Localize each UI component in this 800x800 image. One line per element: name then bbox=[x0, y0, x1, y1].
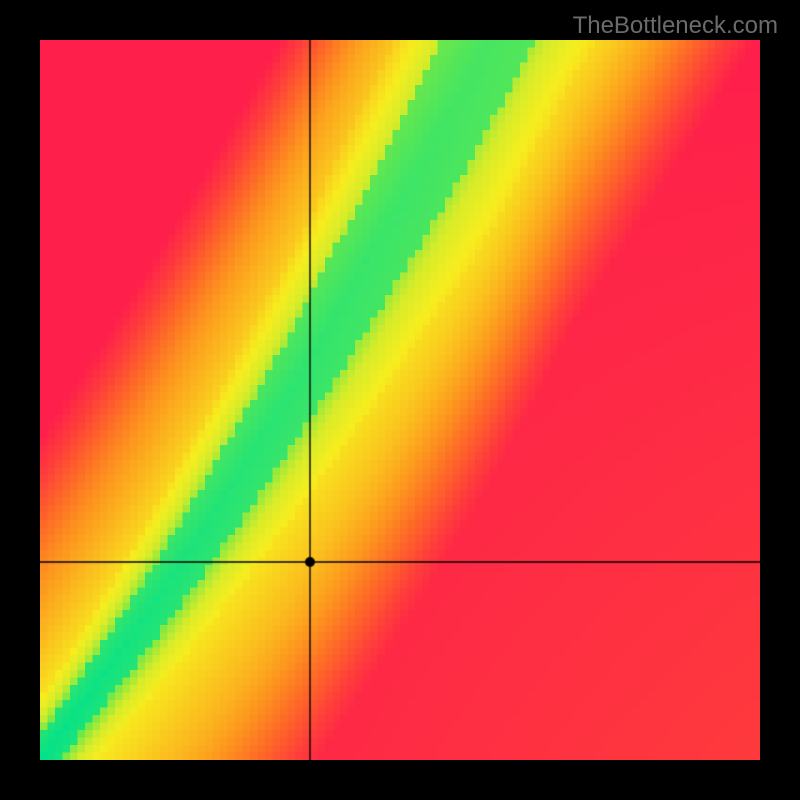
watermark-text: TheBottleneck.com bbox=[573, 12, 778, 40]
crosshair-overlay bbox=[40, 40, 760, 760]
